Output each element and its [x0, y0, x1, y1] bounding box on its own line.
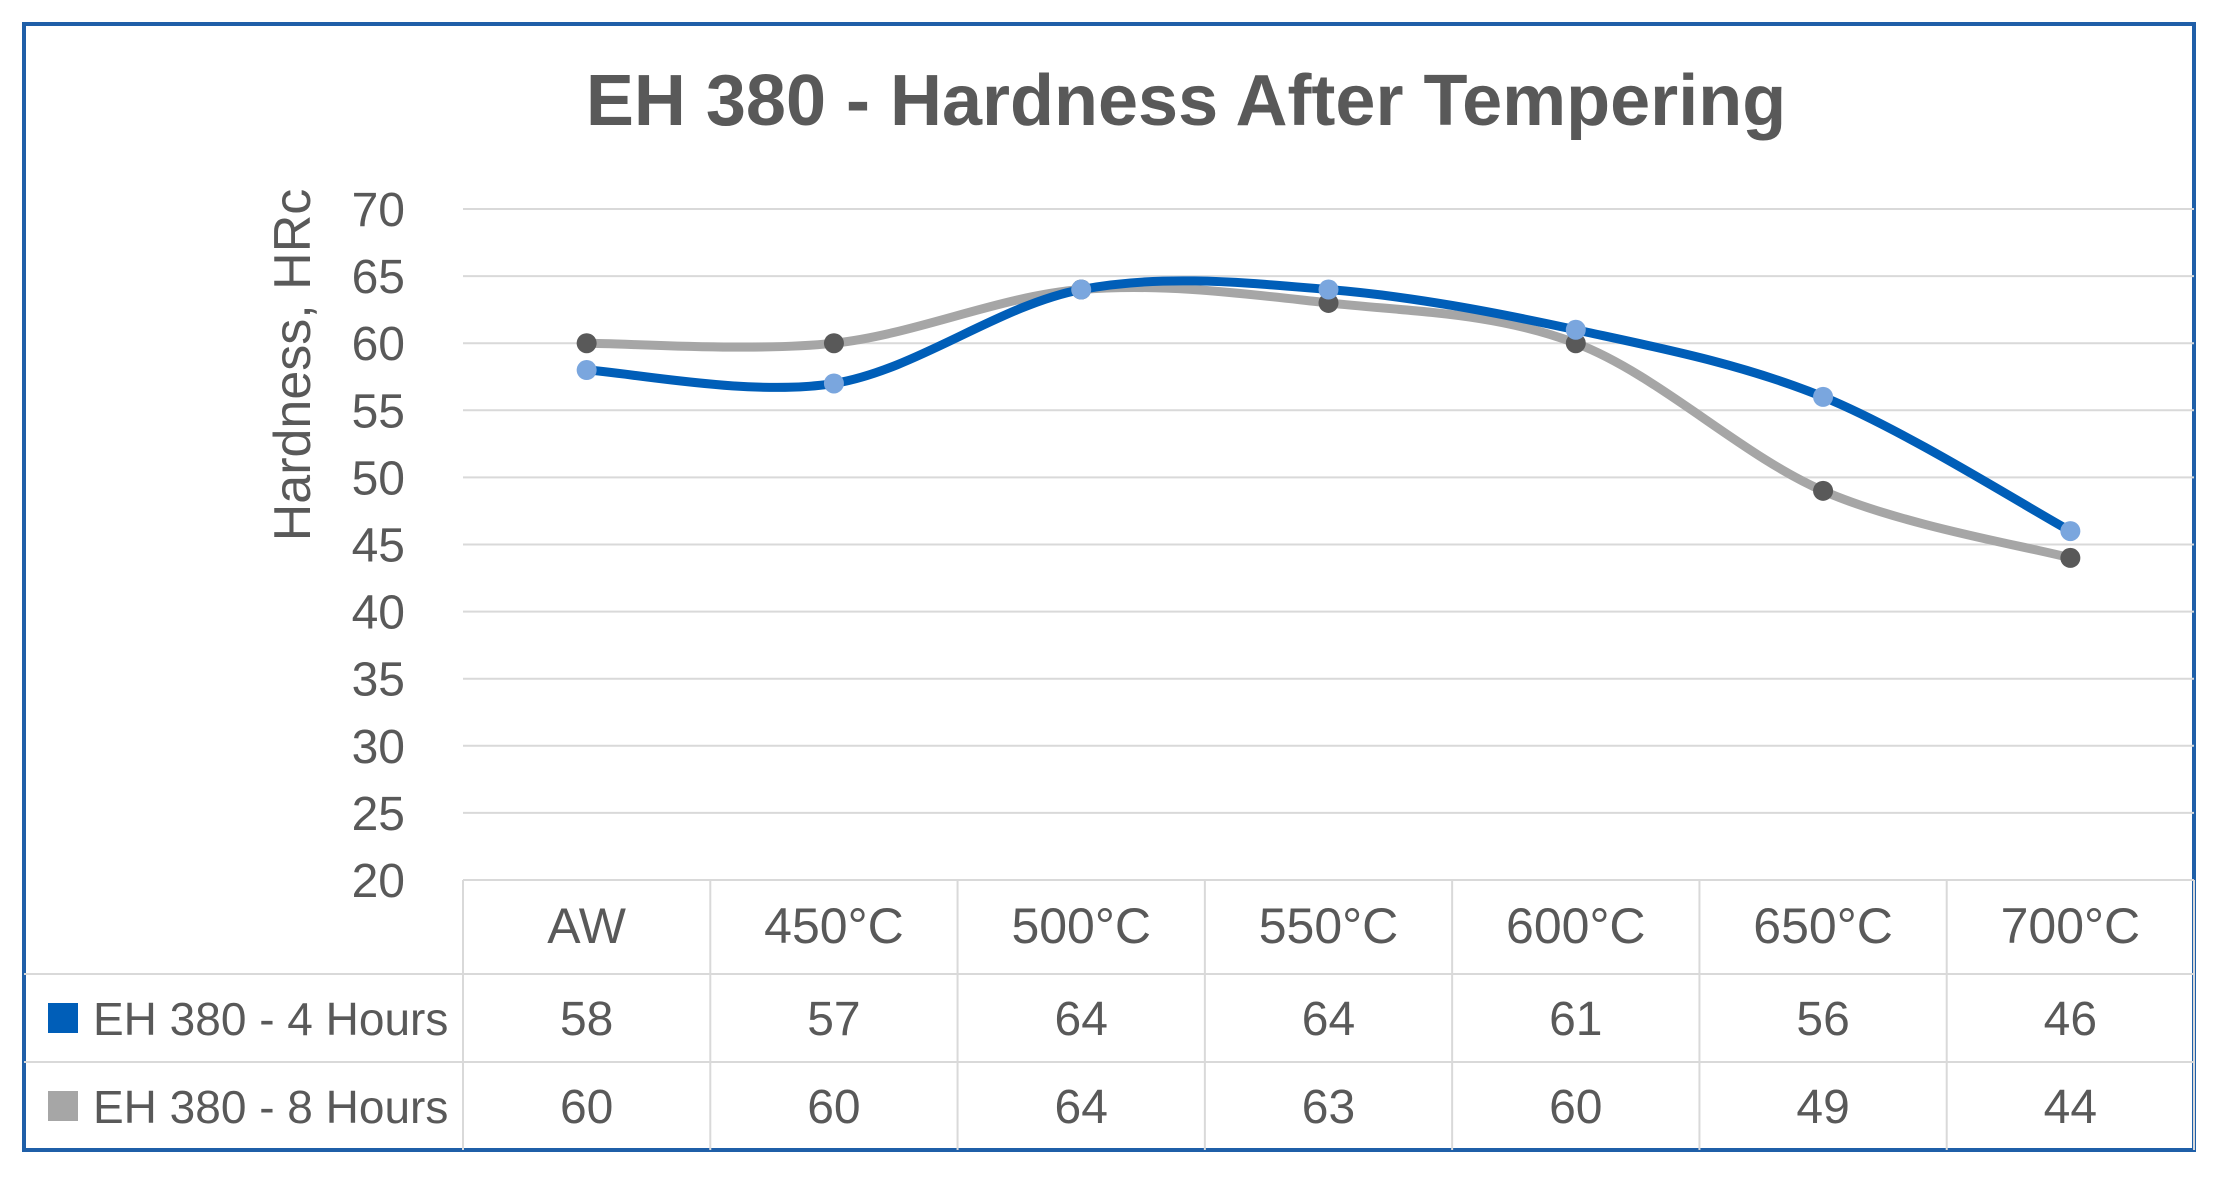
x-tick-label: 500°C: [1011, 898, 1151, 954]
data-point: [823, 373, 844, 394]
x-tick-label: 700°C: [2001, 898, 2141, 954]
x-tick-label: 650°C: [1753, 898, 1893, 954]
table-cell-value: 46: [2044, 993, 2097, 1046]
y-tick-label: 65: [352, 251, 405, 304]
series-markers: [576, 279, 2081, 568]
legend-key: [48, 1091, 78, 1121]
data-point: [1071, 279, 1092, 300]
data-point: [576, 360, 597, 381]
data-point: [823, 333, 844, 354]
table-cell-value: 60: [560, 1081, 613, 1134]
y-tick-label: 55: [352, 385, 405, 438]
data-point: [2060, 547, 2081, 568]
table-cell-value: 58: [560, 993, 613, 1046]
data-point: [1565, 319, 1586, 340]
x-tick-label: AW: [547, 898, 626, 954]
table-cell-value: 56: [1796, 993, 1849, 1046]
table-cell-value: 64: [1055, 1081, 1108, 1134]
chart-title: EH 380 - Hardness After Tempering: [586, 61, 1786, 141]
gridlines: [463, 208, 2194, 814]
y-tick-label: 70: [352, 184, 405, 237]
table-cell-value: 64: [1302, 993, 1355, 1046]
y-tick-label: 35: [352, 654, 405, 707]
table-cell-value: 60: [807, 1081, 860, 1134]
data-point: [576, 333, 597, 354]
legend-key: [48, 1003, 78, 1033]
y-tick-label: 60: [352, 318, 405, 371]
table-cell-value: 57: [807, 993, 860, 1046]
x-tick-label: 600°C: [1506, 898, 1646, 954]
y-tick-label: 25: [352, 788, 405, 841]
chart-border: [22, 22, 2196, 1152]
legend-series-name: EH 380 - 8 Hours: [93, 1081, 448, 1133]
y-tick-label: 45: [352, 520, 405, 573]
y-tick-labels: 20 25 30 35 40 45 50 55 60 65 70: [352, 184, 405, 908]
table-cell-value: 63: [1302, 1081, 1355, 1134]
table-cell-value: 49: [1796, 1081, 1849, 1134]
table-cell-value: 60: [1549, 1081, 1602, 1134]
table-cell-value: 44: [2044, 1081, 2097, 1134]
y-tick-label: 20: [352, 855, 405, 908]
y-tick-label: 30: [352, 721, 405, 774]
data-point: [1813, 480, 1834, 501]
legend-series-name: EH 380 - 4 Hours: [93, 993, 448, 1045]
data-point: [1813, 386, 1834, 407]
data-point: [2060, 521, 2081, 542]
x-tick-label: 450°C: [764, 898, 904, 954]
x-tick-label: 550°C: [1259, 898, 1399, 954]
data-point: [1318, 279, 1339, 300]
table-cell-value: 64: [1055, 993, 1108, 1046]
y-tick-label: 50: [352, 452, 405, 505]
y-tick-label: 40: [352, 587, 405, 640]
y-axis-label: Hardness, HRc: [264, 189, 322, 542]
data-table: AW 450°C 500°C 550°C 600°C 650°C 700°C EH 380 -…: [24, 879, 2195, 1150]
table-cell-value: 61: [1549, 993, 1602, 1046]
